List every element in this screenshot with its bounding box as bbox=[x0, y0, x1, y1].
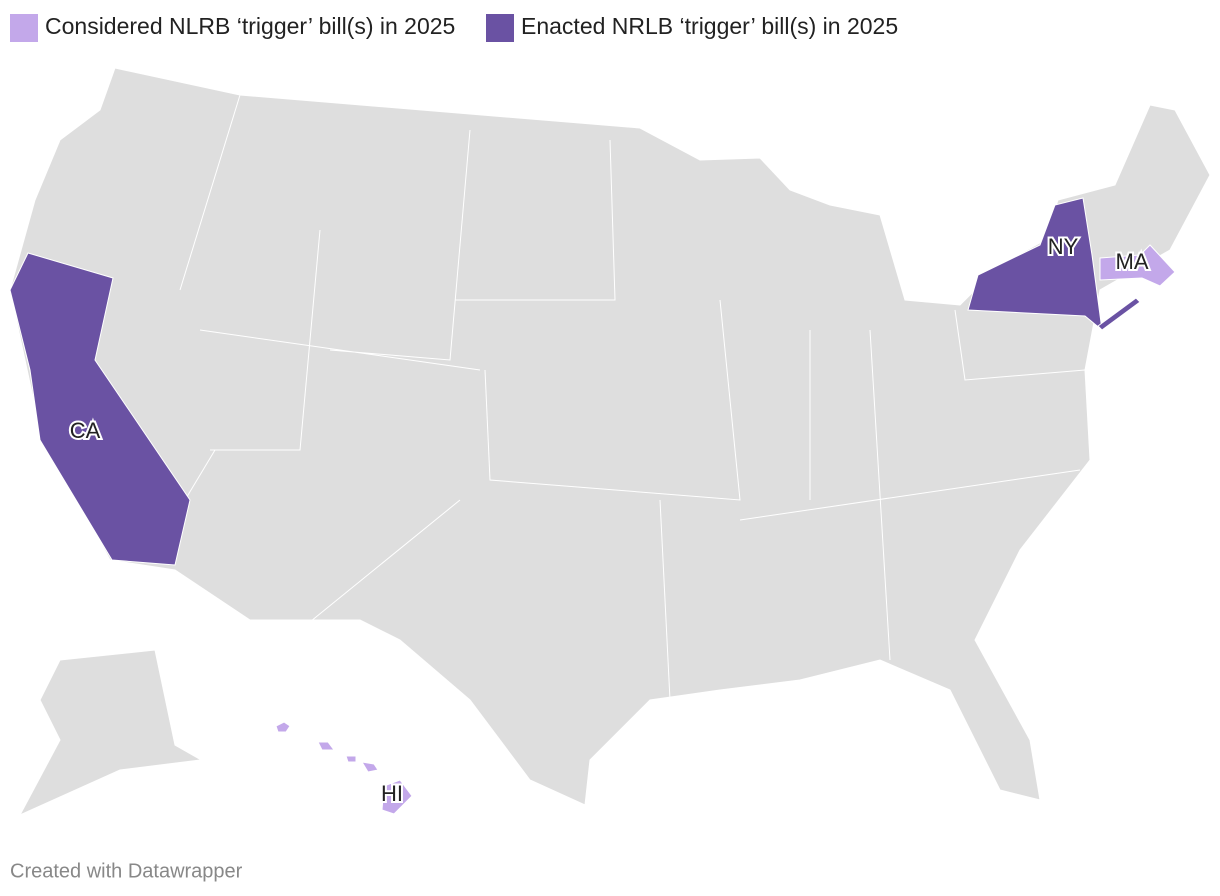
state-label: CA bbox=[70, 418, 101, 443]
legend-swatch bbox=[10, 14, 38, 42]
state-shape bbox=[967, 197, 1103, 332]
highlighted-states: CA NY MA HI bbox=[9, 197, 1176, 815]
state-shape bbox=[1099, 244, 1176, 287]
state-shape bbox=[9, 252, 191, 566]
state-shape bbox=[317, 741, 335, 751]
border bbox=[179, 94, 1086, 701]
state-label: MA bbox=[1116, 249, 1149, 274]
lower-48 bbox=[9, 67, 1211, 806]
state-shape bbox=[1097, 297, 1141, 331]
legend-label: Enacted NRLB ‘trigger’ bill(s) in 2025 bbox=[521, 13, 898, 39]
legend-swatch bbox=[486, 14, 514, 42]
alaska bbox=[18, 649, 246, 817]
state-shape bbox=[345, 755, 357, 763]
state-shape bbox=[361, 761, 379, 773]
legend-label: Considered NLRB ‘trigger’ bill(s) in 202… bbox=[45, 13, 455, 39]
footer: Created with Datawrapper bbox=[10, 860, 243, 882]
state-shape bbox=[381, 779, 413, 815]
state-label: HI bbox=[381, 781, 403, 806]
state-borders bbox=[179, 94, 1086, 701]
state-shape bbox=[275, 721, 291, 733]
legend: Considered NLRB ‘trigger’ bill(s) in 202… bbox=[10, 13, 898, 42]
state-label: NY bbox=[1048, 234, 1079, 259]
base-map bbox=[9, 67, 1211, 817]
